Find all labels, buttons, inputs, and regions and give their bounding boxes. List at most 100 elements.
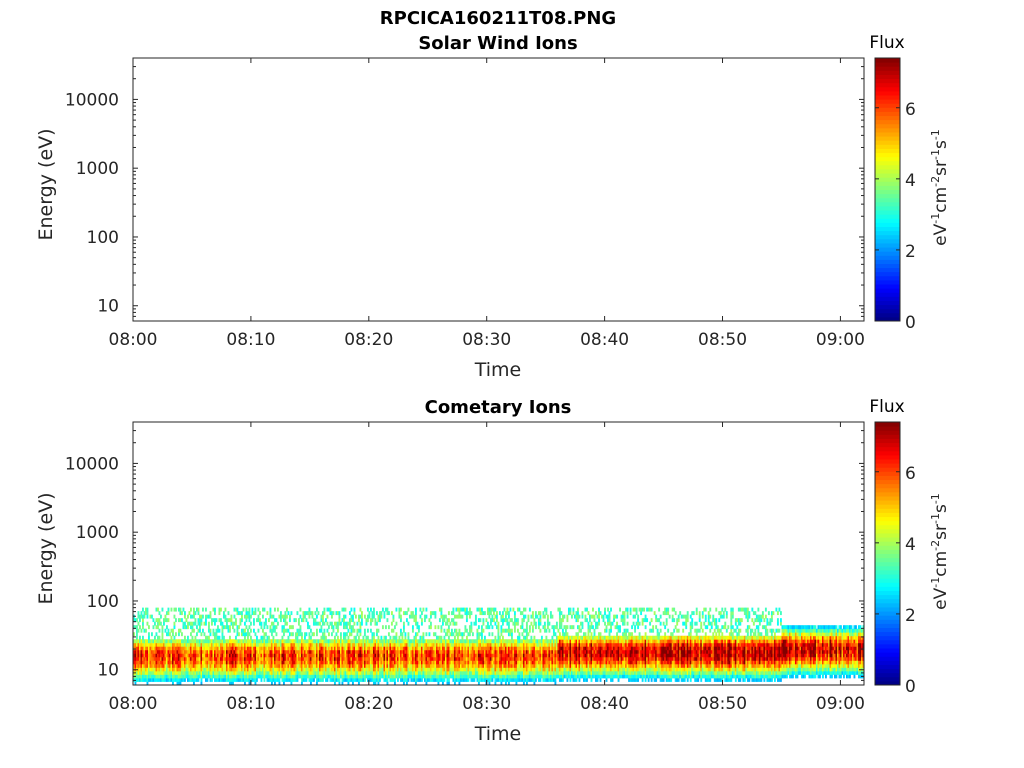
- flux-cell: [350, 667, 353, 672]
- flux-cell: [516, 660, 519, 665]
- flux-cell: [437, 681, 440, 686]
- flux-cell: [142, 656, 144, 661]
- flux-cell: [333, 646, 336, 651]
- flux-cell: [465, 656, 468, 661]
- flux-cell: [441, 639, 444, 644]
- flux-cell: [177, 639, 180, 644]
- flux-cell: [195, 663, 198, 668]
- flux-cell: [408, 639, 411, 644]
- flux-cell: [380, 660, 383, 665]
- flux-cell: [507, 649, 510, 654]
- spectrogram-cells: [133, 607, 865, 686]
- flux-cell: [305, 663, 308, 668]
- flux-cell: [347, 653, 350, 658]
- flux-cell: [350, 656, 353, 661]
- flux-cell: [240, 667, 243, 672]
- flux-cell: [203, 663, 206, 668]
- flux-cell: [148, 625, 150, 630]
- flux-cell: [480, 667, 483, 672]
- flux-cell: [275, 663, 278, 668]
- flux-cell: [341, 618, 344, 623]
- flux-cell: [305, 656, 308, 661]
- flux-cell: [414, 635, 417, 640]
- flux-cell: [566, 642, 569, 647]
- flux-cell: [335, 670, 338, 675]
- flux-cell: [587, 642, 590, 647]
- flux-cell: [257, 670, 260, 675]
- flux-cell: [160, 621, 162, 626]
- flux-cell: [572, 646, 575, 651]
- flux-cell: [584, 646, 587, 651]
- flux-cell: [537, 642, 540, 647]
- flux-cell: [158, 621, 161, 626]
- flux-cell: [201, 642, 204, 647]
- flux-cell: [269, 653, 272, 658]
- flux-cell: [456, 607, 459, 612]
- flux-cell: [489, 618, 492, 623]
- flux-cell: [441, 653, 444, 658]
- flux-cell: [164, 642, 167, 647]
- flux-cell: [285, 660, 288, 665]
- flux-cell: [143, 642, 146, 647]
- flux-cell: [158, 649, 161, 654]
- flux-cell: [589, 653, 591, 658]
- flux-cell: [353, 670, 356, 675]
- flux-cell: [290, 646, 293, 651]
- flux-cell: [249, 667, 252, 672]
- flux-cell: [470, 625, 473, 630]
- flux-cell: [495, 670, 498, 675]
- flux-cell: [267, 660, 270, 665]
- flux-cell: [228, 656, 231, 661]
- flux-cell: [411, 639, 414, 644]
- flux-cell: [420, 670, 423, 675]
- flux-cell: [242, 607, 245, 612]
- flux-cell: [338, 642, 341, 647]
- flux-cell: [219, 663, 222, 668]
- flux-cell: [189, 649, 192, 654]
- flux-cell: [359, 660, 362, 665]
- flux-cell: [192, 653, 195, 658]
- flux-cell: [455, 628, 458, 633]
- flux-cell: [536, 639, 539, 644]
- flux-cell: [326, 670, 329, 675]
- flux-cell: [354, 656, 357, 661]
- flux-cell: [203, 674, 206, 679]
- flux-cell: [341, 639, 344, 644]
- flux-cell: [375, 649, 378, 654]
- flux-cell: [297, 642, 300, 647]
- flux-cell: [348, 632, 351, 637]
- flux-cell: [548, 649, 551, 654]
- flux-cell: [578, 677, 581, 682]
- flux-cell: [309, 667, 312, 672]
- flux-cell: [257, 656, 260, 661]
- flux-cell: [215, 667, 218, 672]
- flux-cell: [452, 639, 455, 644]
- flux-cell: [474, 649, 477, 654]
- flux-cell: [374, 618, 377, 623]
- flux-cell: [284, 614, 287, 619]
- flux-cell: [441, 663, 444, 668]
- flux-cell: [362, 670, 365, 675]
- colorbar-swatch: [875, 288, 900, 293]
- flux-cell: [354, 667, 357, 672]
- flux-cell: [428, 649, 431, 654]
- flux-cell: [163, 677, 165, 682]
- flux-cell: [444, 642, 447, 647]
- flux-cell: [333, 642, 336, 647]
- flux-cell: [491, 677, 494, 682]
- flux-cell: [299, 656, 302, 661]
- flux-cell: [269, 611, 272, 616]
- flux-cell: [566, 618, 569, 623]
- flux-cell: [231, 681, 234, 686]
- flux-cell: [444, 660, 447, 665]
- flux-cell: [315, 681, 318, 686]
- flux-cell: [572, 677, 575, 682]
- flux-cell: [293, 660, 296, 665]
- colorbar-label-exponent: -1: [929, 149, 942, 160]
- flux-cell: [521, 632, 524, 637]
- flux-cell: [242, 677, 245, 682]
- flux-cell: [587, 653, 590, 658]
- flux-cell: [540, 653, 543, 658]
- flux-cell: [465, 628, 468, 633]
- flux-cell: [426, 670, 429, 675]
